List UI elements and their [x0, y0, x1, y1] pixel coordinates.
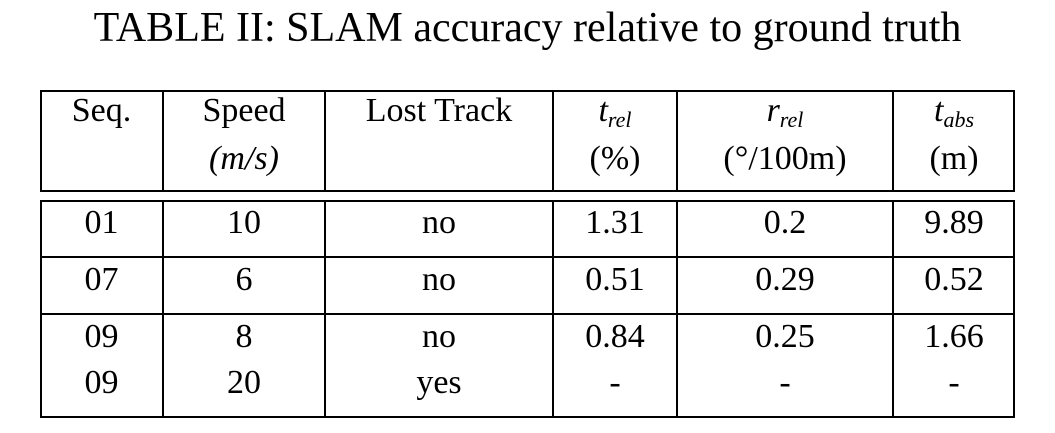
column-rule	[552, 200, 554, 418]
table-cell: -	[779, 364, 791, 401]
table-cell: 8	[235, 318, 253, 355]
table-cell: 9.89	[924, 204, 984, 241]
body-box	[40, 200, 1015, 418]
table-cell: 0.52	[924, 261, 984, 298]
column-rule	[324, 200, 326, 418]
table-cell: 07	[84, 261, 119, 298]
column-rule	[162, 90, 164, 192]
header-cell: rrel	[635, 94, 935, 131]
column-rule	[892, 90, 894, 192]
header-cell: Lost Track	[289, 94, 589, 128]
table-cell: no	[422, 318, 456, 355]
table-cell: yes	[416, 364, 462, 401]
table-cell: 0.25	[755, 318, 815, 355]
header-cell: Seq.	[0, 94, 252, 128]
column-rule	[892, 200, 894, 418]
header-box	[40, 90, 1015, 192]
table-cell: 01	[84, 204, 119, 241]
table-cell: 0.51	[585, 261, 645, 298]
table-cell: 1.31	[585, 204, 645, 241]
header-symbol: r	[766, 92, 780, 129]
column-rule	[552, 90, 554, 192]
header-subscript: abs	[943, 107, 974, 132]
header-unit: (m/s)	[209, 140, 279, 177]
table-cell: 0.29	[755, 261, 815, 298]
table-cell: 6	[235, 261, 253, 298]
header-subscript: rel	[607, 107, 632, 132]
header-cell: tabs	[804, 94, 1055, 131]
column-rule	[676, 200, 678, 418]
header-label: Seq.	[71, 92, 132, 129]
table-cell: no	[422, 204, 456, 241]
header-label: Lost Track	[365, 92, 513, 129]
table-cell: -	[609, 364, 621, 401]
header-unit: (°/100m)	[723, 140, 847, 177]
header-symbol: t	[598, 92, 608, 129]
column-rule	[324, 90, 326, 192]
table-cell: 09	[84, 364, 119, 401]
column-rule	[676, 90, 678, 192]
header-label: Speed	[202, 92, 286, 129]
table-cell: 0.84	[585, 318, 645, 355]
column-rule	[162, 200, 164, 418]
header-unit: (%)	[589, 140, 641, 177]
table-title: TABLE II: SLAM accuracy relative to grou…	[93, 5, 962, 51]
row-rule	[40, 256, 1015, 258]
header-cell: trel	[465, 94, 765, 131]
table-cell: 09	[84, 318, 119, 355]
table-cell: 20	[227, 364, 261, 401]
header-cell: Speed	[94, 94, 394, 128]
header-subscript: rel	[779, 107, 804, 132]
table-cell: no	[422, 261, 456, 298]
row-rule	[40, 313, 1015, 315]
table-cell: -	[948, 364, 960, 401]
table-cell: 1.66	[924, 318, 984, 355]
table-cell: 0.2	[763, 204, 807, 241]
header-unit: (m)	[929, 140, 979, 177]
header-symbol: t	[933, 92, 944, 129]
table-cell: 10	[227, 204, 261, 241]
